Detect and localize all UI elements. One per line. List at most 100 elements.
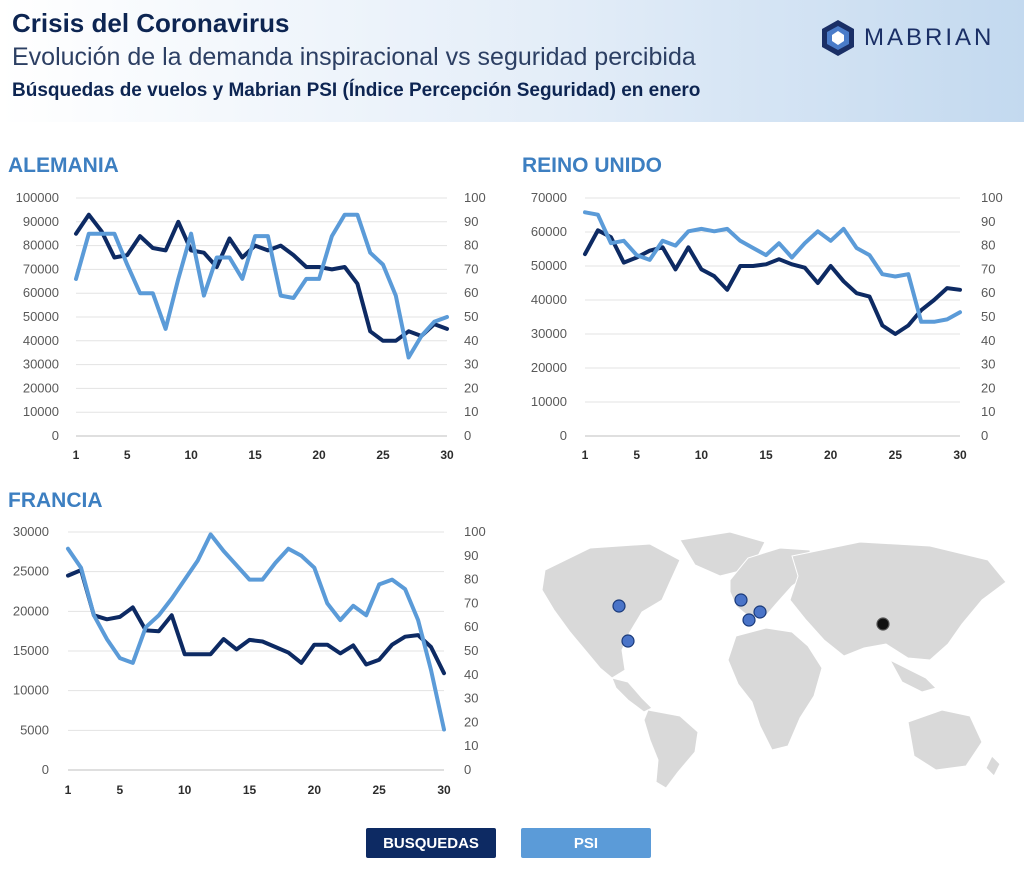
y-left-tick-label: 40000 bbox=[531, 292, 567, 307]
y-right-tick-label: 0 bbox=[464, 762, 471, 777]
x-tick-label: 20 bbox=[308, 783, 322, 797]
x-tick-label: 30 bbox=[953, 448, 967, 462]
logo-text: MABRIAN bbox=[864, 24, 995, 51]
y-right-tick-label: 60 bbox=[981, 285, 995, 300]
series-line-busquedas bbox=[583, 228, 962, 336]
map-asia bbox=[789, 541, 1007, 661]
y-right-tick-label: 20 bbox=[981, 380, 995, 395]
x-tick-label: 25 bbox=[376, 448, 390, 462]
x-tick-label: 10 bbox=[178, 783, 192, 797]
x-tick-label: 1 bbox=[65, 783, 72, 797]
map-marker-usa-west bbox=[612, 599, 626, 613]
x-tick-label: 20 bbox=[312, 448, 326, 462]
y-left-tick-label: 100000 bbox=[16, 190, 59, 205]
y-right-tick-label: 70 bbox=[464, 261, 478, 276]
y-right-tick-label: 30 bbox=[464, 691, 478, 706]
x-tick-label: 30 bbox=[437, 783, 451, 797]
y-right-tick-label: 40 bbox=[981, 333, 995, 348]
y-left-tick-label: 5000 bbox=[20, 722, 49, 737]
map-south-america bbox=[643, 709, 699, 789]
y-right-tick-label: 30 bbox=[464, 357, 478, 372]
y-right-tick-label: 80 bbox=[464, 572, 478, 587]
y-right-tick-label: 70 bbox=[981, 261, 995, 276]
y-left-tick-label: 10000 bbox=[23, 404, 59, 419]
y-right-tick-label: 20 bbox=[464, 714, 478, 729]
y-left-tick-label: 10000 bbox=[13, 683, 49, 698]
x-tick-label: 10 bbox=[184, 448, 198, 462]
series-line-psi bbox=[66, 532, 446, 732]
series-line-busquedas bbox=[66, 568, 446, 676]
y-left-tick-label: 0 bbox=[42, 762, 49, 777]
y-right-tick-label: 50 bbox=[981, 309, 995, 324]
y-right-tick-label: 80 bbox=[464, 238, 478, 253]
y-right-tick-label: 10 bbox=[464, 738, 478, 753]
y-right-tick-label: 70 bbox=[464, 595, 478, 610]
y-right-tick-label: 20 bbox=[464, 380, 478, 395]
y-right-tick-label: 0 bbox=[981, 428, 988, 443]
y-left-tick-label: 70000 bbox=[531, 190, 567, 205]
chart-title-reino-unido: REINO UNIDO bbox=[522, 154, 663, 177]
y-right-tick-label: 50 bbox=[464, 643, 478, 658]
chart-title-alemania: ALEMANIA bbox=[8, 154, 119, 177]
map-australia bbox=[907, 709, 983, 771]
map-marker-uk bbox=[734, 593, 748, 607]
world-map bbox=[541, 531, 1007, 789]
x-tick-label: 1 bbox=[73, 448, 80, 462]
page-description: Búsquedas de vuelos y Mabrian PSI (Índic… bbox=[12, 80, 701, 101]
x-tick-label: 5 bbox=[124, 448, 131, 462]
y-right-tick-label: 80 bbox=[981, 238, 995, 253]
y-left-tick-label: 20000 bbox=[23, 380, 59, 395]
map-new-zealand bbox=[985, 755, 1001, 777]
y-right-tick-label: 10 bbox=[464, 404, 478, 419]
x-tick-label: 15 bbox=[248, 448, 262, 462]
x-tick-label: 20 bbox=[824, 448, 838, 462]
series-line-psi bbox=[74, 212, 449, 360]
y-right-tick-label: 30 bbox=[981, 357, 995, 372]
map-southeast-asia bbox=[888, 658, 937, 693]
map-africa bbox=[727, 627, 823, 751]
x-tick-label: 15 bbox=[243, 783, 257, 797]
y-left-tick-label: 10000 bbox=[531, 394, 567, 409]
y-left-tick-label: 80000 bbox=[23, 238, 59, 253]
y-left-tick-label: 15000 bbox=[13, 643, 49, 658]
y-right-tick-label: 0 bbox=[464, 428, 471, 443]
y-right-tick-label: 60 bbox=[464, 285, 478, 300]
map-marker-china bbox=[876, 617, 890, 631]
y-left-tick-label: 40000 bbox=[23, 333, 59, 348]
header-banner: Crisis del Coronavirus Evolución de la d… bbox=[0, 0, 1024, 122]
mabrian-logo-icon bbox=[822, 20, 854, 56]
map-central-america bbox=[611, 677, 653, 713]
y-right-tick-label: 90 bbox=[981, 214, 995, 229]
y-right-tick-label: 40 bbox=[464, 667, 478, 682]
y-left-tick-label: 90000 bbox=[23, 214, 59, 229]
y-right-tick-label: 40 bbox=[464, 333, 478, 348]
x-tick-label: 10 bbox=[695, 448, 709, 462]
x-tick-label: 30 bbox=[440, 448, 454, 462]
y-right-tick-label: 100 bbox=[464, 524, 486, 539]
map-marker-france bbox=[742, 613, 756, 627]
series-line-psi bbox=[583, 210, 962, 324]
y-left-tick-label: 30000 bbox=[23, 357, 59, 372]
y-left-tick-label: 20000 bbox=[13, 603, 49, 618]
y-left-tick-label: 60000 bbox=[531, 224, 567, 239]
y-left-tick-label: 70000 bbox=[23, 261, 59, 276]
page-title: Crisis del Coronavirus bbox=[12, 8, 290, 38]
y-left-tick-label: 30000 bbox=[13, 524, 49, 539]
y-right-tick-label: 100 bbox=[464, 190, 486, 205]
x-tick-label: 15 bbox=[759, 448, 773, 462]
chart-title-francia: FRANCIA bbox=[8, 489, 103, 512]
y-right-tick-label: 90 bbox=[464, 548, 478, 563]
map-marker-usa-south bbox=[621, 634, 635, 648]
y-left-tick-label: 0 bbox=[560, 428, 567, 443]
x-tick-label: 25 bbox=[372, 783, 386, 797]
y-right-tick-label: 60 bbox=[464, 619, 478, 634]
legend-busquedas: BUSQUEDAS bbox=[366, 828, 496, 858]
x-tick-label: 5 bbox=[117, 783, 124, 797]
legend-psi: PSI bbox=[521, 828, 651, 858]
x-tick-label: 5 bbox=[633, 448, 640, 462]
x-tick-label: 1 bbox=[582, 448, 589, 462]
y-left-tick-label: 0 bbox=[52, 428, 59, 443]
y-right-tick-label: 10 bbox=[981, 404, 995, 419]
x-tick-label: 25 bbox=[889, 448, 903, 462]
